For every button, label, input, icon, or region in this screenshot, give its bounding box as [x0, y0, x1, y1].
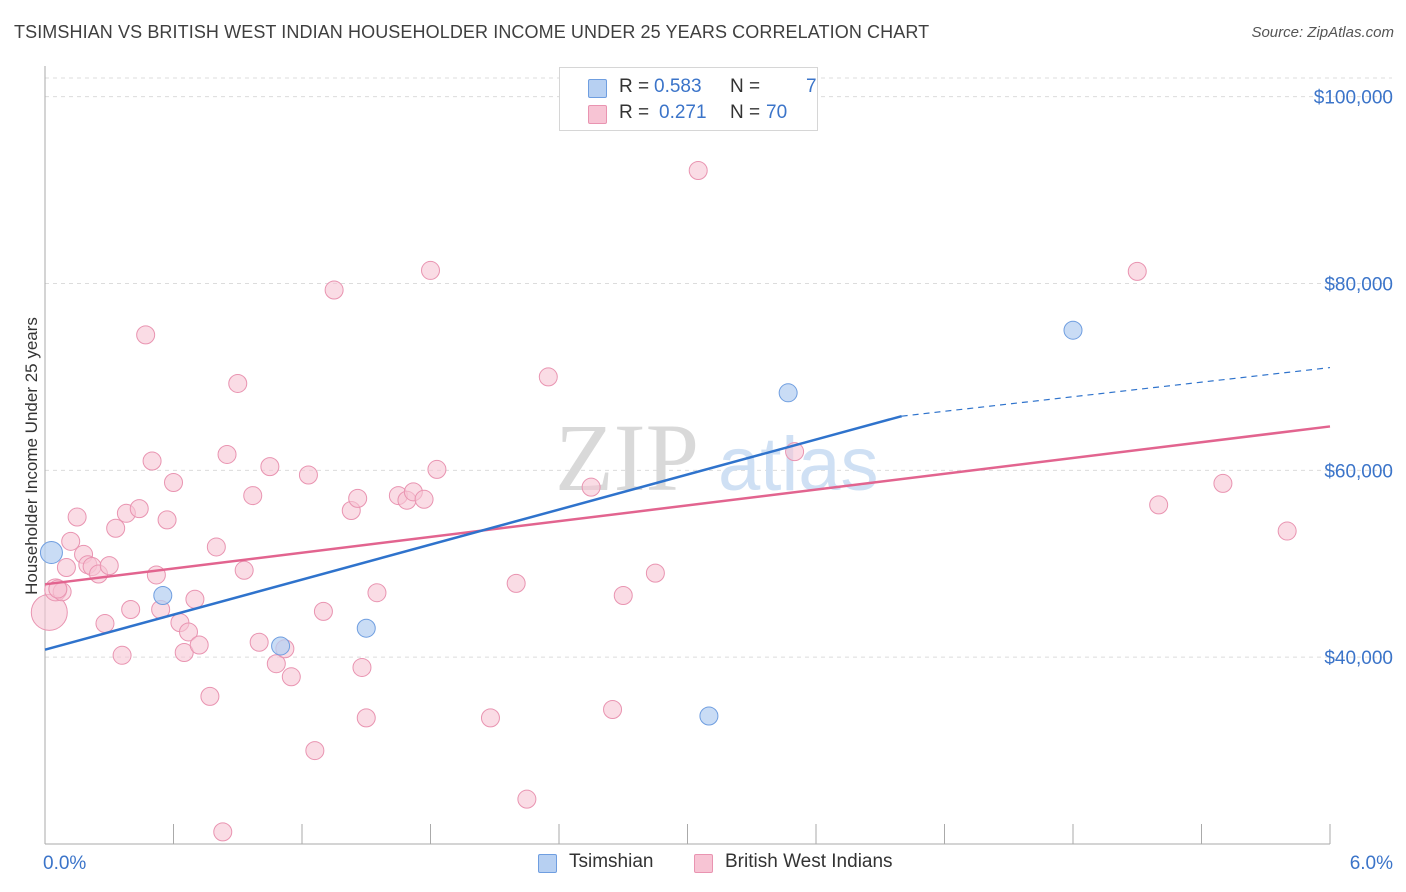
legend-r-value: 0.583 [654, 76, 702, 97]
data-point-bwi [356, 708, 376, 728]
data-point-tsimshian [153, 586, 173, 606]
data-point-bwi [56, 557, 76, 577]
data-point-bwi [61, 531, 81, 551]
data-point-bwi [189, 635, 209, 655]
data-point-bwi [1149, 495, 1169, 515]
chart-title: TSIMSHIAN VS BRITISH WEST INDIAN HOUSEHO… [14, 22, 930, 42]
data-point-bwi [249, 632, 269, 652]
data-point-bwi [157, 510, 177, 530]
data-point-bwi [298, 465, 318, 485]
trend-line-tsimshian-extension [901, 366, 1331, 417]
watermark: ZIP atlas [555, 404, 879, 511]
data-point-bwi [281, 667, 301, 687]
data-point-bwi [200, 686, 220, 706]
data-point-bwi [1277, 521, 1297, 541]
data-point-bwi [645, 563, 665, 583]
y-tick-label: $60,000 [1324, 461, 1393, 482]
data-point-bwi [142, 451, 162, 471]
data-point-bwi [603, 699, 623, 719]
data-point-bwi [266, 654, 286, 674]
bottom-legend-label-tsimshian: Tsimshian [569, 851, 654, 872]
data-point-bwi [517, 789, 537, 809]
data-point-bwi [1213, 473, 1233, 493]
y-tick-label: $40,000 [1324, 648, 1393, 669]
legend-n-value: 70 [766, 102, 788, 123]
data-point-bwi [106, 518, 126, 538]
data-point-bwi [367, 583, 387, 603]
data-point-tsimshian [356, 618, 376, 638]
x-tick-label: 6.0% [1350, 853, 1393, 874]
data-point-bwi [228, 373, 248, 393]
data-point-bwi [243, 486, 263, 506]
data-point-bwi [213, 822, 233, 842]
data-point-bwi [688, 160, 708, 180]
y-tick-label: $100,000 [1314, 88, 1393, 109]
data-point-tsimshian [39, 541, 63, 565]
data-point-bwi [414, 489, 434, 509]
watermark-zip: ZIP [555, 404, 699, 511]
data-point-tsimshian [1063, 320, 1083, 340]
data-point-tsimshian [778, 383, 798, 403]
data-point-bwi [206, 537, 226, 557]
data-point-bwi [185, 589, 205, 609]
data-point-bwi [581, 477, 601, 497]
bottom-legend-swatch-tsimshian [538, 854, 557, 873]
data-point-bwi [324, 280, 344, 300]
data-point-bwi [313, 601, 333, 621]
y-tick-label: $80,000 [1324, 275, 1393, 296]
data-point-bwi [129, 499, 149, 519]
data-point-bwi [136, 325, 156, 345]
data-point-bwi [174, 643, 194, 662]
legend-r-value: 0.271 [659, 102, 707, 123]
correlation-legend: R = 0.583 N = 7 R = 0.271 N = 70 [559, 67, 818, 131]
data-point-bwi [260, 457, 280, 477]
data-point-bwi [164, 472, 183, 492]
data-point-bwi [352, 657, 372, 677]
data-point-bwi [217, 444, 237, 464]
bottom-legend-swatch-bwi [694, 854, 713, 873]
data-point-bwi [427, 459, 447, 479]
legend-r-label: R = [619, 102, 650, 123]
data-point-bwi [99, 556, 119, 576]
source-label: Source: ZipAtlas.com [1251, 24, 1394, 41]
data-point-tsimshian [271, 636, 291, 656]
legend-swatch-tsimshian [588, 79, 607, 98]
trend-line-tsimshian [44, 414, 902, 651]
data-point-bwi [421, 260, 440, 280]
legend-n-label: N = [730, 76, 761, 97]
data-point-bwi [506, 573, 526, 593]
tick-labels: $40,000 $60,000 $80,000 $100,000 0.0% 6.0% [43, 88, 1393, 874]
data-point-bwi [112, 645, 132, 665]
trend-lines [44, 366, 1331, 651]
x-tick-label: 0.0% [43, 853, 86, 874]
data-point-bwi [613, 586, 633, 606]
data-point-bwi [538, 367, 558, 387]
trend-line-bwi [44, 425, 1331, 586]
legend-r-label: R = [619, 76, 650, 97]
data-point-bwi [95, 614, 115, 634]
bottom-legend-label-bwi: British West Indians [725, 851, 893, 872]
series-tsimshian [39, 320, 1083, 726]
data-point-bwi [178, 622, 198, 642]
axes [44, 66, 1331, 845]
data-point-bwi [480, 708, 500, 728]
series-british-west-indians [30, 160, 1297, 842]
data-point-bwi [234, 560, 254, 580]
legend-n-label: N = [730, 102, 761, 123]
legend-n-value: 7 [806, 76, 817, 97]
data-point-bwi [1127, 261, 1147, 281]
legend-swatch-bwi [588, 105, 607, 124]
data-point-bwi [121, 600, 141, 620]
data-point-bwi [67, 507, 87, 527]
data-point-bwi [348, 488, 368, 508]
data-point-bwi [305, 741, 325, 761]
data-point-tsimshian [699, 706, 719, 726]
watermark-atlas: atlas [718, 422, 879, 507]
